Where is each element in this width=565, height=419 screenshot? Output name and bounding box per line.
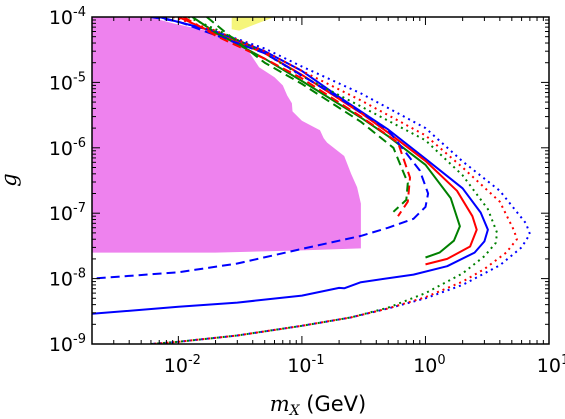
y-tick-label-3: 10-6 [49,136,86,160]
series-line-7-dashed [182,17,411,217]
y-tick-label-5: 10-4 [49,5,86,29]
tick-labels: 10-2 10-1 100 101 10-9 10-8 10-7 10-6 10-5 10-4 [49,5,565,377]
y-axis-label: g [0,173,21,186]
series-line-8-dashed [206,17,409,213]
series-lines [92,17,531,344]
axis-ticks [91,16,550,345]
y-tick-label-1: 10-8 [49,267,86,291]
x-axis-label: mX (GeV) [270,392,367,419]
x-tick-label-2: 100 [413,353,445,377]
series-line-0-solid [92,17,489,315]
y-tick-label-4: 10-5 [49,70,86,94]
series-line-4-dotted [150,17,518,344]
series-line-3-dotted [150,17,531,344]
x-tick-label-0: 10-2 [164,353,201,377]
excluded-region-1 [231,17,275,31]
x-axis-unit: (GeV) [300,392,367,416]
series-line-5-dotted [150,17,499,344]
excluded-region-0 [92,17,361,253]
x-axis-var: m [270,392,290,416]
series-line-6-dashed [92,17,430,280]
x-tick-label-3: 101 [537,353,565,377]
y-tick-label-2: 10-7 [49,201,86,225]
plot-frame [91,16,550,345]
series-line-2-solid [191,17,461,259]
x-axis-sub: X [289,403,301,419]
y-tick-label-0: 10-9 [49,332,86,356]
x-tick-label-1: 10-1 [287,353,324,377]
excluded-regions [92,17,361,253]
